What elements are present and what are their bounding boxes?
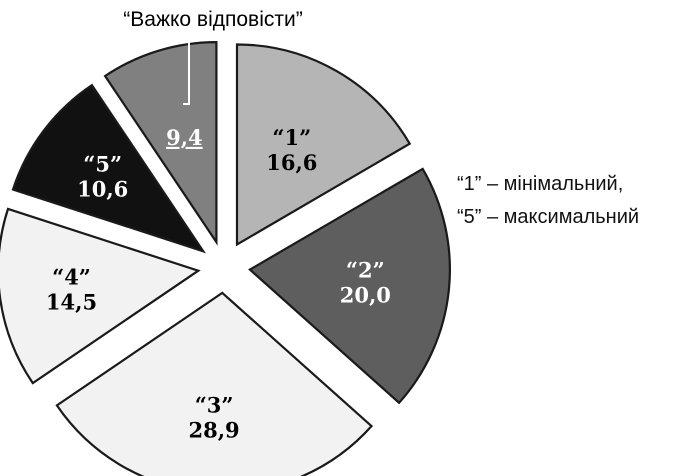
callout-leader-line <box>183 36 190 105</box>
slice-value: 20,0 <box>340 282 391 307</box>
legend-line-max: “5” – максимальний <box>457 206 639 228</box>
slice-category: “1” <box>272 125 311 150</box>
slice-value: 14,5 <box>46 290 97 315</box>
slice-value: 10,6 <box>77 176 128 201</box>
slice-label: 9,4 <box>166 125 203 150</box>
difficult-to-answer-callout: “Важко відповісти” <box>123 8 302 31</box>
legend-line-min: “1” – мінімальний, <box>457 173 623 195</box>
slice-label: “1” 16,6 <box>266 125 317 175</box>
pie-slice <box>11 83 206 254</box>
slice-category: “3” <box>195 393 234 418</box>
slice-label: “2” 20,0 <box>340 257 391 307</box>
slice-label: “4” 14,5 <box>46 265 97 315</box>
slice-value: 16,6 <box>266 150 317 175</box>
pie-slice <box>248 167 451 405</box>
pie-slice <box>235 43 412 247</box>
legend: “1” – мінімальний, “5” – максимальний <box>457 173 639 228</box>
pie-slice <box>55 291 374 476</box>
pie-slice <box>0 207 201 385</box>
slice-value: 28,9 <box>189 418 240 443</box>
slice-label: “3” 28,9 <box>189 393 240 443</box>
pie-slices <box>0 40 451 476</box>
slice-category: “2” <box>346 257 385 282</box>
slice-category: “4” <box>52 265 91 290</box>
slice-category: “5” <box>83 151 122 176</box>
slice-label: “5” 10,6 <box>77 151 128 201</box>
pie-labels: “1” 16,6 “2” 20,0 “3” 28,9 “4” 14,5 “5” 10,6 9,4 <box>46 125 391 443</box>
